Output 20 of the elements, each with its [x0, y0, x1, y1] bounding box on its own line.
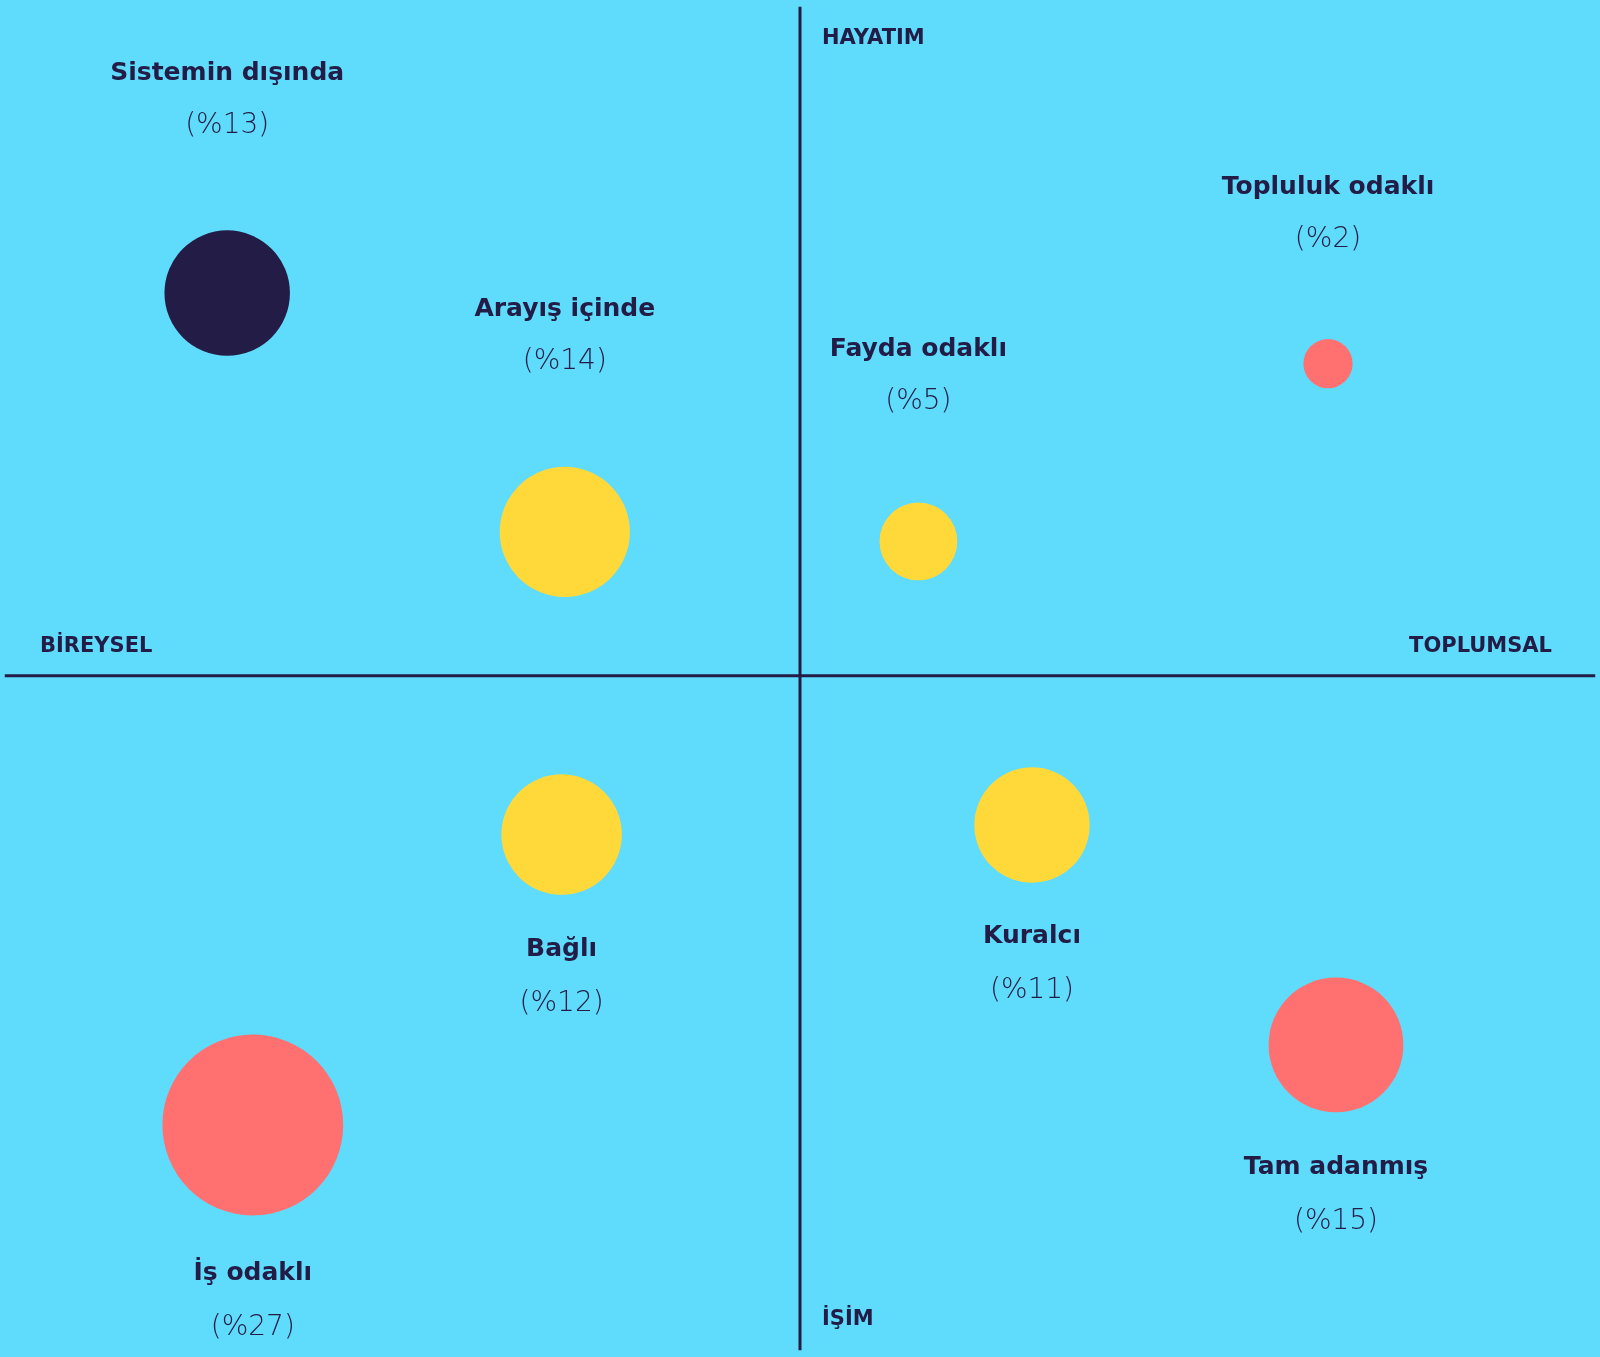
text: BİREYSEL — [40, 631, 153, 657]
category-label: İş odaklı — [193, 1255, 313, 1286]
category-label: Arayış içinde — [474, 293, 656, 323]
data-label: (%15) — [1293, 1202, 1379, 1236]
data-label: (%27) — [210, 1308, 295, 1342]
text: İŞİM — [822, 1305, 874, 1330]
category-label: Kuralcı — [983, 920, 1081, 950]
category-label: Tam adanmış — [1243, 1150, 1429, 1180]
data-label: (%14) — [522, 343, 607, 377]
text: HAYATIM — [822, 25, 925, 49]
category-label: Topluluk odaklı — [1221, 170, 1435, 200]
data-label: (%11) — [989, 972, 1075, 1006]
category-label: Fayda odaklı — [829, 332, 1007, 362]
data-label: (%12) — [519, 984, 604, 1018]
text: TOPLUMSAL — [1409, 632, 1552, 657]
data-label: (%13) — [185, 107, 270, 141]
category-label: Sistemin dışında — [110, 57, 345, 87]
data-label: (%5) — [885, 382, 952, 416]
category-label: Bağlı — [526, 932, 598, 962]
data-label: (%2) — [1294, 220, 1362, 254]
